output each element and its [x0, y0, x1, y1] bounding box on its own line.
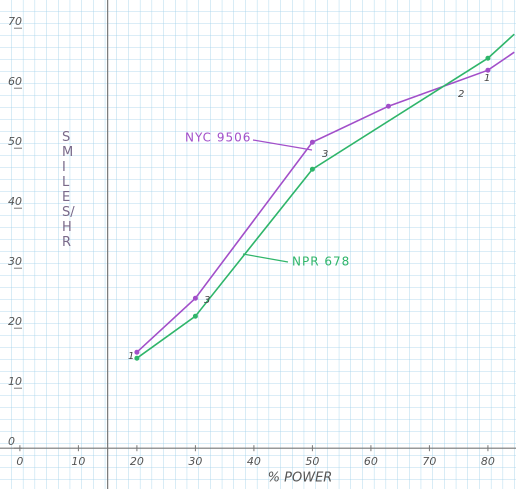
- data-point: [309, 166, 315, 172]
- data-point: [134, 349, 140, 355]
- data-point: [134, 355, 140, 361]
- series-label: NPR 678: [292, 255, 350, 269]
- y-tick-label: 10: [8, 375, 22, 388]
- x-tick-label: 30: [188, 455, 202, 468]
- annotation: 1: [484, 73, 490, 84]
- x-axis-label: % POWER: [268, 471, 333, 486]
- data-point: [385, 103, 391, 109]
- x-tick-label: 10: [71, 455, 85, 468]
- y-axis-label: SMILES/HR: [62, 130, 75, 250]
- y-tick-label: 0: [8, 435, 15, 448]
- label-pointer: [242, 253, 289, 263]
- x-tick-label: 60: [364, 455, 378, 468]
- x-tick-label: 70: [422, 455, 436, 468]
- x-tick-label: 40: [247, 455, 261, 468]
- series-line: [136, 51, 515, 353]
- y-tick-label: 40: [8, 195, 22, 208]
- y-tick-label: 20: [8, 315, 22, 328]
- y-tick-label: 50: [8, 135, 22, 148]
- series-label: NYC 9506: [185, 131, 251, 145]
- annotation: 2: [458, 89, 464, 100]
- label-pointer: [252, 139, 313, 151]
- x-tick-label: 50: [305, 455, 319, 468]
- y-tick-label: 70: [8, 15, 22, 28]
- data-point: [485, 55, 491, 61]
- annotation: 1: [128, 351, 134, 362]
- data-point: [192, 313, 198, 319]
- x-tick-label: 20: [130, 455, 144, 468]
- data-point: [485, 67, 491, 73]
- y-tick-label: 60: [8, 75, 22, 88]
- y-tick-label: 30: [8, 255, 22, 268]
- annotation: 3: [322, 149, 328, 160]
- x-tick-label: 0: [16, 455, 23, 468]
- x-tick-label: 80: [481, 455, 495, 468]
- data-point: [192, 295, 198, 301]
- data-point: [309, 139, 315, 145]
- annotation: 3: [204, 295, 210, 306]
